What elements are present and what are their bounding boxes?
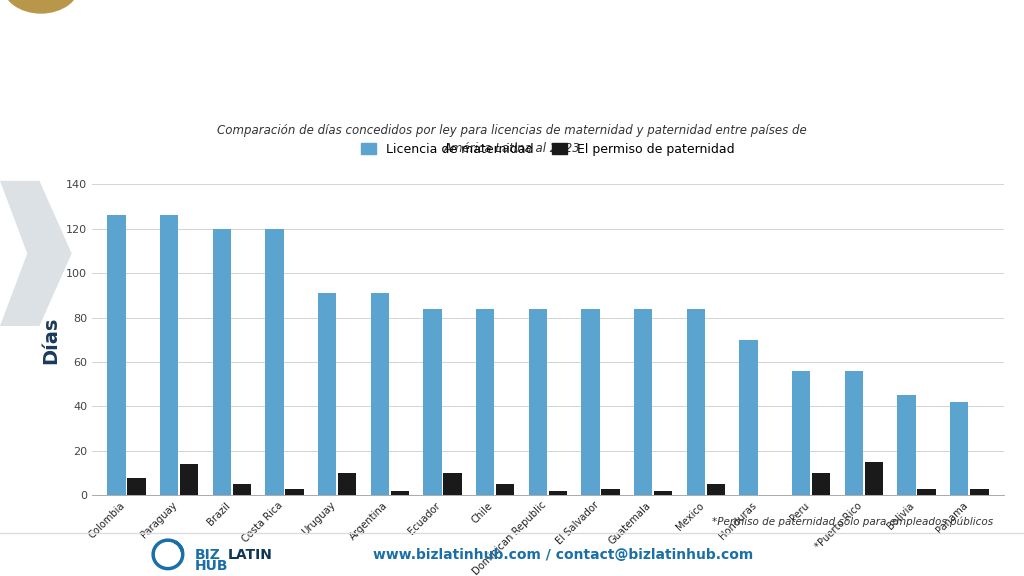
Text: Licencias de maternidad y paternidad en América Latina: Licencias de maternidad y paternidad en … xyxy=(56,42,942,72)
Bar xyxy=(496,484,514,495)
Bar xyxy=(232,484,251,495)
Text: *Permiso de paternidad sólo para empleados públicos: *Permiso de paternidad sólo para emplead… xyxy=(712,516,993,526)
Bar xyxy=(897,395,915,495)
Bar xyxy=(160,215,178,495)
Bar xyxy=(864,462,883,495)
Bar xyxy=(371,293,389,495)
Bar xyxy=(265,229,284,495)
Bar xyxy=(286,488,304,495)
Bar xyxy=(528,309,547,495)
Bar xyxy=(390,491,409,495)
Bar xyxy=(338,473,356,495)
Bar xyxy=(180,464,199,495)
Bar xyxy=(634,309,652,495)
Bar xyxy=(845,371,863,495)
Bar xyxy=(549,491,567,495)
Text: www.bizlatinhub.com / contact@bizlatinhub.com: www.bizlatinhub.com / contact@bizlatinhu… xyxy=(373,548,754,562)
Text: Comparación de días concedidos por ley para licencias de maternidad y paternidad: Comparación de días concedidos por ley p… xyxy=(217,124,807,156)
Text: HUB: HUB xyxy=(195,559,228,573)
Bar xyxy=(127,478,145,495)
Legend: Licencia de maternidad, El permiso de paternidad: Licencia de maternidad, El permiso de pa… xyxy=(356,138,739,161)
Bar xyxy=(582,309,600,495)
Y-axis label: Días: Días xyxy=(42,316,60,363)
Bar xyxy=(443,473,462,495)
Ellipse shape xyxy=(3,0,80,13)
Bar xyxy=(739,340,758,495)
Bar xyxy=(108,215,126,495)
Bar xyxy=(423,309,441,495)
Bar xyxy=(918,488,936,495)
Bar xyxy=(950,402,969,495)
Bar xyxy=(213,229,231,495)
Bar xyxy=(601,488,620,495)
Text: BIZ: BIZ xyxy=(195,548,220,562)
Bar xyxy=(476,309,495,495)
Bar xyxy=(707,484,725,495)
Bar xyxy=(687,309,706,495)
Bar xyxy=(317,293,336,495)
Bar xyxy=(970,488,988,495)
Bar xyxy=(654,491,673,495)
Bar xyxy=(812,473,830,495)
Bar xyxy=(792,371,810,495)
Text: LATIN: LATIN xyxy=(227,548,272,562)
PathPatch shape xyxy=(0,181,72,326)
